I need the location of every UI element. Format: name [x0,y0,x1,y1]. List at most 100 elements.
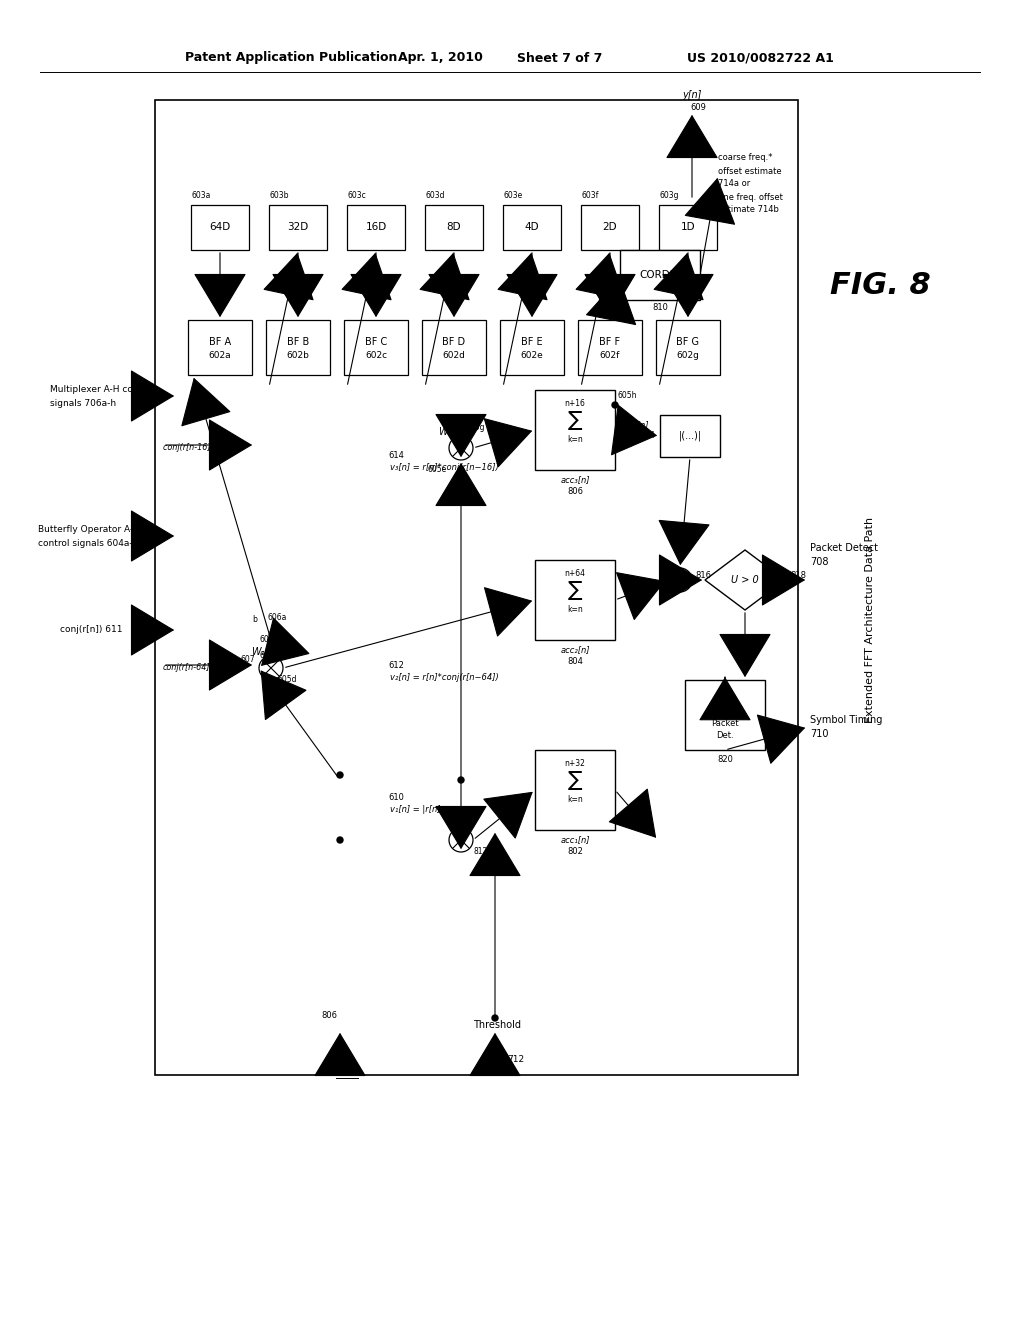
Text: 804: 804 [567,657,583,667]
Text: b: b [253,615,257,624]
Text: 714a or: 714a or [718,180,751,189]
Text: Apr. 1, 2010: Apr. 1, 2010 [397,51,482,65]
Text: Packet: Packet [712,718,738,727]
Circle shape [268,692,274,698]
Text: 605f: 605f [449,428,465,437]
Text: control signals 604a-g: control signals 604a-g [38,539,138,548]
Text: r[n]: r[n] [331,1055,349,1065]
Text: 602b: 602b [287,351,309,359]
Text: 603g: 603g [659,191,679,201]
Text: n+32: n+32 [564,759,586,768]
Text: coarse freq.*: coarse freq.* [718,153,772,162]
Bar [581,205,639,249]
Text: $\sum$: $\sum$ [567,408,583,432]
Text: v₃[n] = r[n]*conj(r[n−16]): v₃[n] = r[n]*conj(r[n−16]) [390,463,499,473]
Text: $\sum$: $\sum$ [567,578,583,602]
Text: BF G: BF G [677,337,699,347]
Bar [269,205,327,249]
Text: 614: 614 [388,450,403,459]
Text: W₂: W₂ [438,426,452,437]
Text: US 2010/0082722 A1: US 2010/0082722 A1 [686,51,834,65]
Text: 603b: 603b [269,191,289,201]
Text: U < 0 &: U < 0 & [709,705,741,714]
Bar [685,680,765,750]
Text: W₁: W₁ [251,647,265,657]
Text: y[n]: y[n] [682,90,701,100]
Text: 820: 820 [717,755,733,764]
Text: RSSI: RSSI [484,1055,506,1065]
Text: 806: 806 [567,487,583,496]
Text: 4D: 4D [524,222,540,232]
Text: signals 706a-h: signals 706a-h [50,399,116,408]
Text: k=n: k=n [567,605,583,614]
Text: 810: 810 [652,304,668,313]
Text: 605h: 605h [618,391,638,400]
Text: fine freq. offset: fine freq. offset [718,193,783,202]
Text: BF F: BF F [599,337,621,347]
Text: 814: 814 [639,432,655,441]
Text: 605a: 605a [278,642,297,651]
Text: 602a: 602a [209,351,231,359]
Text: conj(r[n]) 611: conj(r[n]) 611 [60,626,123,635]
Text: conj(r[n-16]) 608: conj(r[n-16]) 608 [163,444,231,453]
Text: FIG. 8: FIG. 8 [829,271,931,300]
Text: 802: 802 [567,847,583,857]
Circle shape [337,772,343,777]
Text: 610: 610 [388,793,403,803]
Text: k=n: k=n [567,436,583,444]
Text: 602e: 602e [520,351,544,359]
Text: acc₃[n]: acc₃[n] [560,475,590,484]
Text: 605g: 605g [465,422,484,432]
Text: |(...)|: |(...)| [679,430,701,441]
Text: offset estimate: offset estimate [718,166,781,176]
Bar [659,205,717,249]
Text: 8D: 8D [446,222,462,232]
Bar [535,750,615,830]
Text: 816: 816 [695,570,711,579]
Text: 32D: 32D [288,222,308,232]
Text: v₁[n] = |r[n]: v₁[n] = |r[n] [390,805,440,814]
Text: 601: 601 [337,1068,354,1077]
Text: acc₃[n]: acc₃[n] [620,421,649,429]
Text: 612: 612 [388,660,403,669]
Text: n+64: n+64 [564,569,586,578]
Text: 710: 710 [810,729,828,739]
Circle shape [458,422,464,428]
Circle shape [458,467,464,473]
Text: 603a: 603a [191,191,210,201]
Text: conj(r[n-64]): conj(r[n-64]) [163,664,214,672]
Text: 818: 818 [790,570,806,579]
Circle shape [612,403,618,408]
Circle shape [268,638,274,643]
Text: 602c: 602c [365,351,387,359]
Circle shape [492,1015,498,1020]
Text: 605b: 605b [260,635,280,644]
Text: 605d: 605d [278,676,298,685]
Text: 607: 607 [241,656,255,664]
Text: 605c: 605c [260,652,279,660]
Text: 609: 609 [690,103,706,111]
Circle shape [337,837,343,843]
Bar [535,389,615,470]
Text: Det.: Det. [716,730,734,739]
Text: BF D: BF D [442,337,466,347]
Text: Extended FFT Architecture Data Path: Extended FFT Architecture Data Path [865,517,874,723]
Text: 806: 806 [321,1011,337,1019]
Text: 606a: 606a [268,614,288,623]
Text: Butterfly Operator A-G: Butterfly Operator A-G [38,525,140,535]
Text: 606b: 606b [268,631,288,639]
Text: $\sum$: $\sum$ [567,768,583,792]
Text: Symbol Timing: Symbol Timing [810,715,883,725]
Text: 602g: 602g [677,351,699,359]
Bar [266,319,330,375]
Text: v₂[n] = r[n]*conj(r[n−64]): v₂[n] = r[n]*conj(r[n−64]) [390,673,499,682]
Text: 602d: 602d [442,351,466,359]
Text: 2D: 2D [603,222,617,232]
Bar [503,205,561,249]
Text: n+16: n+16 [564,399,586,408]
Text: 603d: 603d [425,191,444,201]
Text: 812: 812 [473,847,487,857]
Text: acc₁[n]: acc₁[n] [560,836,590,845]
Bar [188,319,252,375]
Bar [620,249,700,300]
